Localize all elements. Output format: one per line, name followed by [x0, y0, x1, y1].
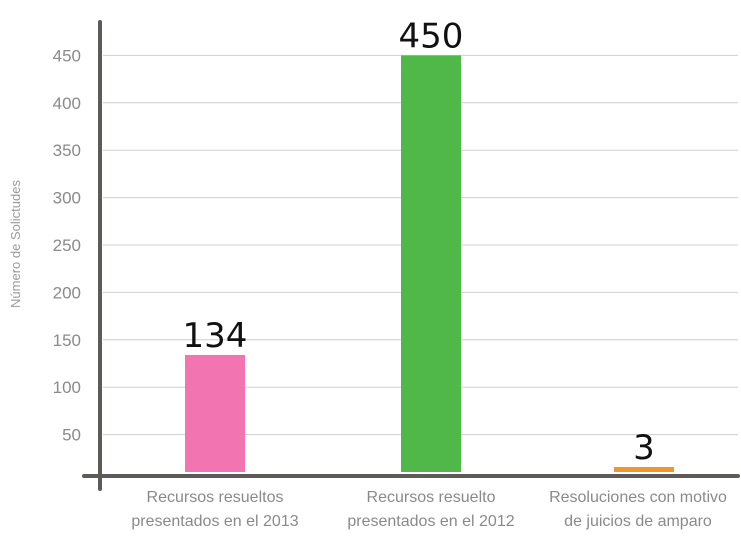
x-tick-label: Recursos resuelto: [367, 489, 496, 506]
bar: [614, 467, 674, 472]
x-tick-label: presentados en el 2012: [347, 513, 514, 530]
y-tick-label: 100: [53, 378, 81, 397]
y-tick-label: 400: [53, 94, 81, 113]
x-tick-label: Recursos resueltos: [147, 489, 284, 506]
y-tick-label: 450: [53, 46, 81, 65]
data-label: 450: [399, 16, 464, 56]
y-axis-title: Número de Solictudes: [8, 180, 23, 308]
bars: [185, 55, 674, 473]
bar: [185, 354, 245, 472]
bar: [401, 55, 461, 473]
y-tick-label: 350: [53, 141, 81, 160]
y-tick-label: 150: [53, 331, 81, 350]
y-tick-label: 50: [62, 426, 81, 445]
y-tick-label: 200: [53, 283, 81, 302]
axes: [82, 20, 740, 491]
data-label: 3: [633, 428, 655, 468]
x-tick-label: Resoluciones con motivo: [549, 489, 727, 506]
x-tick-label: de juicios de amparo: [564, 513, 712, 530]
data-label: 134: [183, 316, 248, 356]
y-tick-label: 250: [53, 236, 81, 255]
y-tick-label: 300: [53, 189, 81, 208]
x-tick-label: presentados en el 2013: [131, 513, 298, 530]
labels: 50 100 150 200 250 300 350 400 450 134 Recursos re…: [8, 16, 727, 530]
